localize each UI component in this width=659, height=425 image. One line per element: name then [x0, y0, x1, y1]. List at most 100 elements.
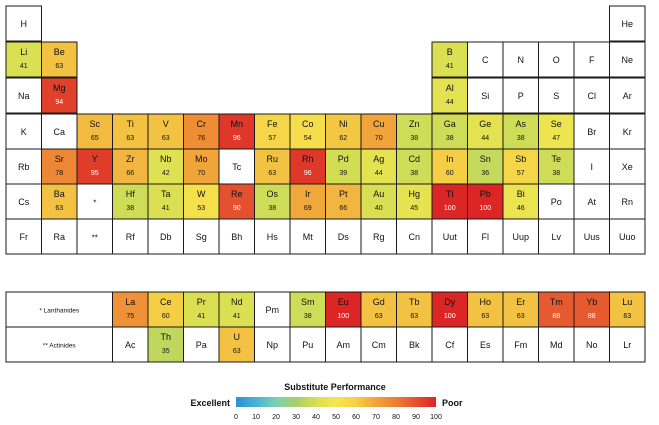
element-value: 94 — [55, 99, 63, 106]
cell-fill — [431, 183, 468, 220]
element-cell-Ga: Ga 38 — [431, 113, 468, 150]
element-value: 90 — [233, 205, 241, 212]
element-symbol: Cf — [445, 340, 454, 350]
cell-fill — [5, 5, 42, 42]
element-value: 69 — [304, 205, 312, 212]
element-symbol: Cn — [408, 232, 420, 242]
cell-fill — [76, 113, 113, 150]
element-cell-Tm: Tm 88 — [538, 291, 575, 328]
element-cell-Re: Re 90 — [218, 183, 255, 220]
element-value: 44 — [446, 99, 454, 106]
element-value: 63 — [517, 313, 525, 320]
element-cell-Am: Am — [325, 326, 362, 363]
cell-fill — [41, 218, 78, 255]
element-cell-Tl: Tl 100 — [431, 183, 468, 220]
element-cell-Pt: Pt 66 — [325, 183, 362, 220]
element-cell-At: At — [573, 183, 610, 220]
element-cell-As: As 38 — [502, 113, 539, 150]
element-cell-Dy: Dy 100 — [431, 291, 468, 328]
cell-fill — [147, 291, 184, 328]
element-cell-Bk: Bk — [396, 326, 433, 363]
cell-fill — [147, 326, 184, 363]
element-cell-H: H — [5, 5, 42, 42]
element-value: 100 — [337, 313, 349, 320]
element-cell-Sr: Sr 78 — [41, 148, 78, 185]
element-cell-O: O — [538, 41, 575, 78]
cell-fill — [609, 218, 646, 255]
element-symbol: C — [482, 55, 489, 65]
element-symbol: Cr — [197, 119, 207, 129]
element-cell-V: V 63 — [147, 113, 184, 150]
element-cell-Ge: Ge 44 — [467, 113, 504, 150]
legend-tick-label: 0 — [234, 414, 238, 421]
element-symbol: Ce — [160, 297, 172, 307]
element-cell-Te: Te 38 — [538, 148, 575, 185]
cell-fill — [218, 218, 255, 255]
element-cell-Hf: Hf 38 — [112, 183, 149, 220]
element-cell-Rg: Rg — [360, 218, 397, 255]
element-symbol: Sg — [196, 232, 207, 242]
element-symbol: Pr — [197, 297, 206, 307]
cell-fill — [609, 41, 646, 78]
element-cell-Zn: Zn 38 — [396, 113, 433, 150]
cell-fill — [112, 113, 149, 150]
cell-fill — [396, 218, 433, 255]
element-value: 53 — [197, 205, 205, 212]
element-symbol: Nb — [160, 154, 172, 164]
cell-fill — [147, 183, 184, 220]
element-symbol: Rf — [126, 232, 135, 242]
element-cell-Cl: Cl — [573, 77, 610, 114]
element-value: 95 — [91, 170, 99, 177]
element-cell-Yb: Yb 88 — [573, 291, 610, 328]
element-cell-Na: Na — [5, 77, 42, 114]
element-symbol: Sn — [480, 154, 491, 164]
element-cell-Ac: Ac — [112, 326, 149, 363]
element-symbol: Tc — [232, 162, 242, 172]
legend-tick-label: 50 — [332, 414, 340, 421]
cell-fill — [573, 218, 610, 255]
element-symbol: No — [586, 340, 598, 350]
legend-tick-label: 20 — [272, 414, 280, 421]
element-value: 63 — [55, 205, 63, 212]
element-cell-La: La 75 — [112, 291, 149, 328]
cell-fill — [289, 183, 326, 220]
element-cell-Uup: Uup — [502, 218, 539, 255]
element-cell-F: F — [573, 41, 610, 78]
element-cell-Cn: Cn — [396, 218, 433, 255]
element-cell-He: He — [609, 5, 646, 42]
element-cell-Ti: Ti 63 — [112, 113, 149, 150]
element-symbol: Nd — [231, 297, 243, 307]
element-symbol: Tm — [550, 297, 563, 307]
element-symbol: H — [21, 19, 28, 29]
series-label-box: * Lanthanides — [5, 291, 113, 328]
cell-fill — [396, 148, 433, 185]
cell-fill — [360, 218, 397, 255]
element-value: 38 — [126, 205, 134, 212]
element-symbol: I — [590, 162, 593, 172]
colorscale-legend: Substitute Performance Excellent Poor 0 1… — [190, 382, 463, 421]
element-cell-Md: Md — [538, 326, 575, 363]
element-value: 70 — [375, 135, 383, 142]
cell-fill — [41, 113, 78, 150]
element-cell-Mo: Mo 70 — [183, 148, 220, 185]
element-cell-In: In 60 — [431, 148, 468, 185]
element-cell-K: K — [5, 113, 42, 150]
element-value: 66 — [339, 205, 347, 212]
cell-fill — [609, 5, 646, 42]
element-symbol: Sr — [55, 154, 64, 164]
element-symbol: Tl — [446, 189, 454, 199]
element-value: 63 — [375, 313, 383, 320]
element-cell-Lv: Lv — [538, 218, 575, 255]
element-symbol: Hg — [408, 189, 420, 199]
cell-fill — [325, 113, 362, 150]
element-symbol: Ho — [479, 297, 491, 307]
element-symbol: Fe — [267, 119, 278, 129]
element-symbol: Rb — [18, 162, 30, 172]
element-cell-Fr: Fr — [5, 218, 42, 255]
legend-tick-label: 80 — [392, 414, 400, 421]
element-cells: H He Li 41 Be 63 B 41 C N O F Ne Na Mg 94 Al 44 Si P S Cl Ar K C… — [5, 5, 646, 363]
element-cell-Er: Er 63 — [502, 291, 539, 328]
element-cell-Se: Se 47 — [538, 113, 575, 150]
element-symbol: Ne — [621, 55, 633, 65]
cell-fill — [467, 113, 504, 150]
